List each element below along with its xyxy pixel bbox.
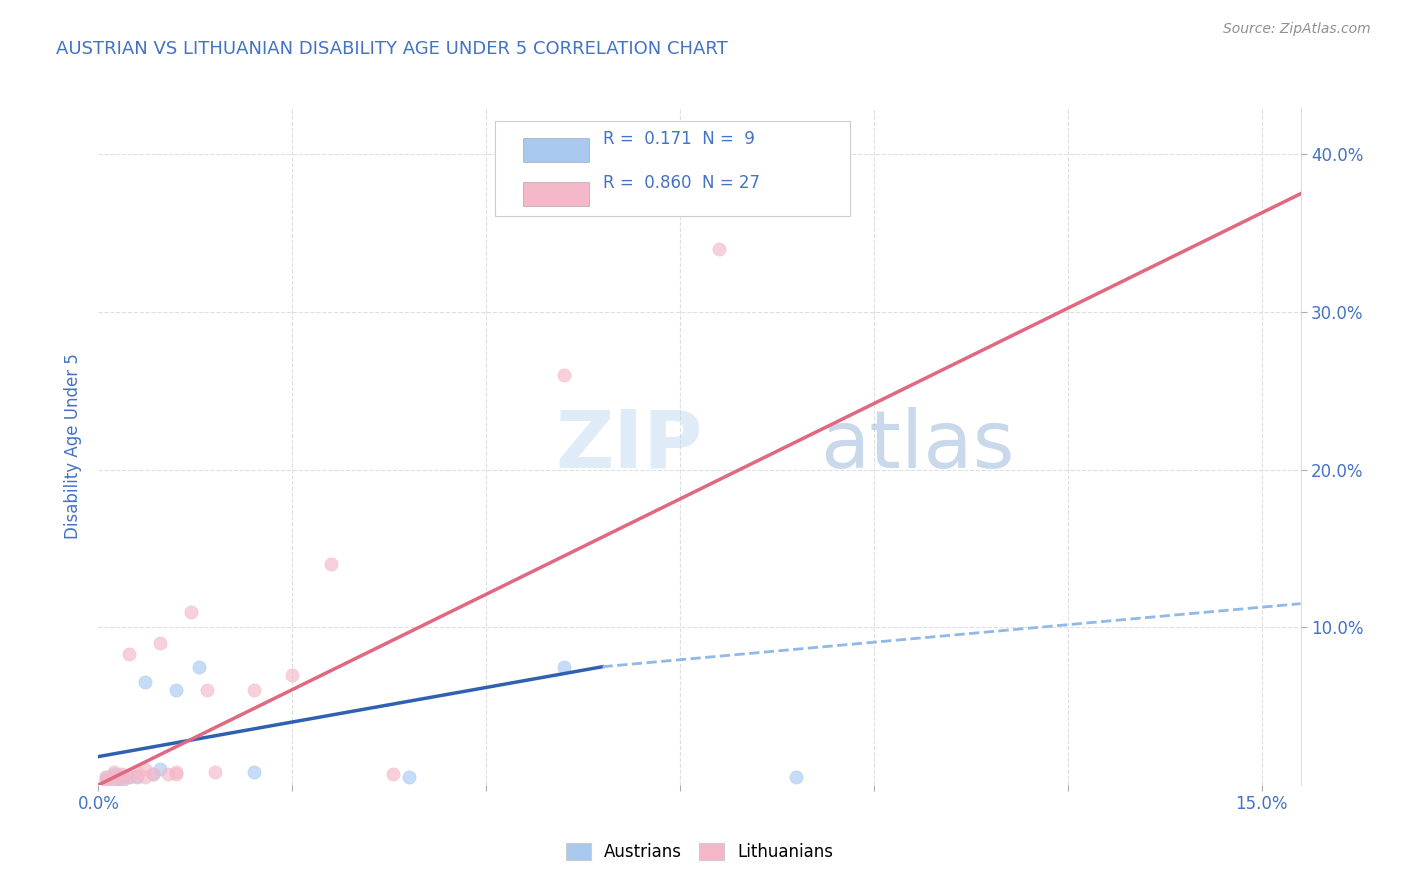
Point: [127, 770, 149, 784]
Point: [707, 242, 730, 256]
Bar: [523, 137, 589, 161]
FancyBboxPatch shape: [495, 120, 849, 216]
Text: R =  0.171  N =  9: R = 0.171 N = 9: [603, 130, 755, 148]
Point: [242, 683, 264, 698]
Point: [188, 659, 211, 673]
Point: [165, 683, 187, 698]
Text: Source: ZipAtlas.com: Source: ZipAtlas.com: [1223, 22, 1371, 37]
Point: [96, 773, 118, 788]
Point: [96, 773, 118, 788]
Point: [281, 667, 304, 681]
Point: [157, 767, 180, 781]
Point: [103, 773, 125, 788]
Point: [96, 770, 118, 784]
Point: [103, 767, 125, 781]
Point: [553, 368, 575, 382]
Bar: [523, 182, 589, 206]
Point: [142, 767, 165, 781]
Point: [785, 770, 807, 784]
Point: [118, 647, 141, 661]
Point: [111, 772, 134, 786]
Point: [149, 762, 172, 776]
Point: [118, 770, 141, 784]
Legend: Austrians, Lithuanians: Austrians, Lithuanians: [560, 837, 839, 868]
Point: [111, 773, 134, 788]
Point: [111, 768, 134, 782]
Point: [118, 770, 141, 784]
Point: [103, 772, 125, 786]
Point: [204, 765, 226, 780]
Point: [180, 605, 202, 619]
Text: atlas: atlas: [820, 407, 1014, 485]
Point: [103, 765, 125, 780]
Point: [149, 636, 172, 650]
Text: AUSTRIAN VS LITHUANIAN DISABILITY AGE UNDER 5 CORRELATION CHART: AUSTRIAN VS LITHUANIAN DISABILITY AGE UN…: [56, 40, 728, 58]
Point: [165, 765, 187, 780]
Point: [382, 767, 405, 781]
Point: [103, 768, 125, 782]
Point: [165, 767, 187, 781]
Point: [134, 675, 156, 690]
Y-axis label: Disability Age Under 5: Disability Age Under 5: [65, 353, 83, 539]
Point: [134, 762, 156, 776]
Text: R =  0.860  N = 27: R = 0.860 N = 27: [603, 174, 761, 192]
Point: [242, 765, 264, 780]
Point: [195, 683, 218, 698]
Point: [398, 770, 420, 784]
Point: [96, 770, 118, 784]
Point: [553, 659, 575, 673]
Point: [127, 768, 149, 782]
Point: [319, 558, 342, 572]
Point: [127, 765, 149, 780]
Point: [134, 770, 156, 784]
Text: ZIP: ZIP: [555, 407, 703, 485]
Point: [111, 767, 134, 781]
Point: [142, 767, 165, 781]
